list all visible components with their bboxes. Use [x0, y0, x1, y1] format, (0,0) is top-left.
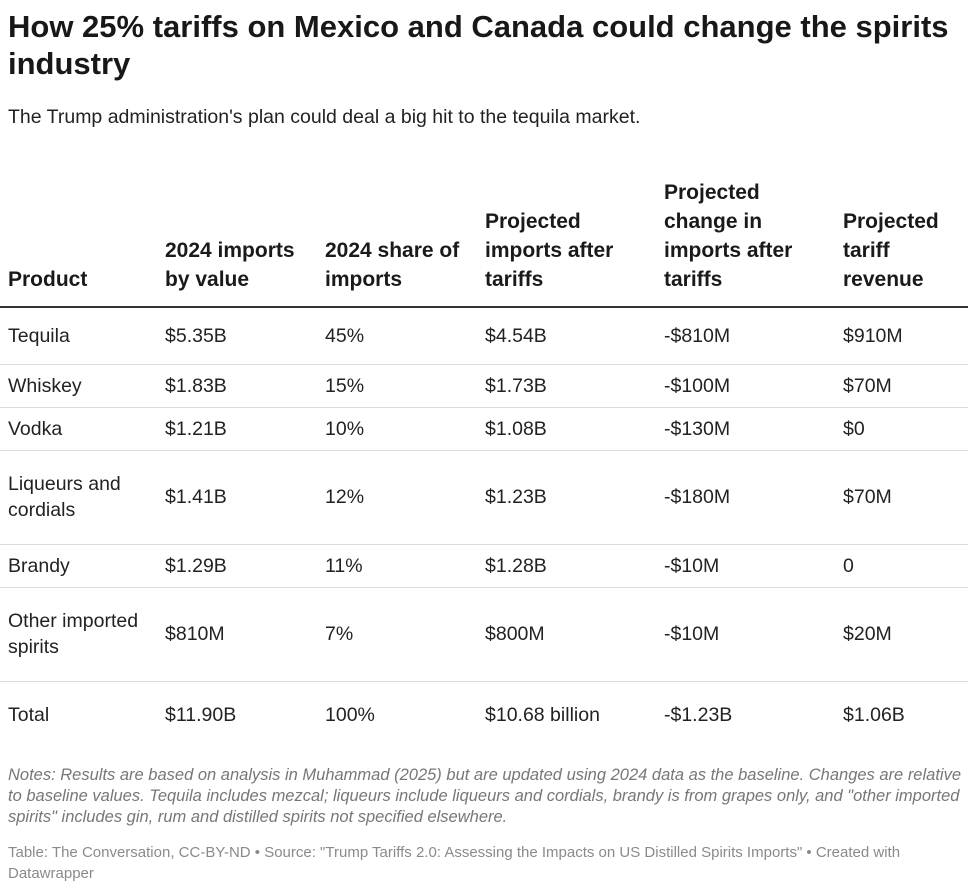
- column-header: 2024 imports by value: [165, 239, 295, 291]
- table-cell: -$10M: [664, 554, 720, 577]
- table-cell: 10%: [325, 417, 365, 440]
- row-label: Tequila: [8, 324, 70, 347]
- table-cell: -$130M: [664, 417, 731, 440]
- chart-notes: Notes: Results are based on analysis in …: [8, 766, 962, 826]
- data-table: Product 2024 imports by value 2024 share o…: [0, 168, 968, 749]
- column-header: Projected change in imports after tariff…: [664, 181, 793, 291]
- column-header: 2024 share of imports: [325, 239, 460, 291]
- table-row: Vodka $1.21B 10% $1.08B -$130M $0: [0, 407, 968, 450]
- row-label: Other imported spirits: [8, 610, 139, 658]
- table-cell: $70M: [843, 374, 892, 397]
- table-cell: $1.23B: [485, 486, 547, 508]
- table-row: Liqueurs and cordials $1.41B 12% $1.23B -$18…: [0, 450, 968, 544]
- table-cell: -$100M: [664, 374, 731, 397]
- table-cell: $1.21B: [165, 417, 227, 440]
- table-cell: $1.28B: [485, 554, 547, 577]
- table-cell: $910M: [843, 324, 903, 347]
- table-cell: -$180M: [664, 486, 731, 508]
- table-cell: $1.73B: [485, 374, 547, 397]
- table-cell: $20M: [843, 623, 892, 645]
- column-header: Projected tariff revenue: [843, 210, 939, 291]
- table-cell: 45%: [325, 324, 365, 347]
- table-cell: $1.06B: [843, 704, 905, 727]
- row-label: Vodka: [8, 417, 63, 440]
- table-row: Total $11.90B 100% $10.68 billion -$1.23B $1.…: [0, 681, 968, 749]
- table-header-row: Product 2024 imports by value 2024 share o…: [0, 168, 968, 307]
- table-cell: $10.68 billion: [485, 704, 600, 727]
- row-label: Liqueurs and cordials: [8, 473, 121, 521]
- table-cell: $70M: [843, 486, 892, 508]
- table-cell: $1.29B: [165, 554, 227, 577]
- row-label: Total: [8, 704, 50, 727]
- table-cell: $1.83B: [165, 374, 227, 397]
- column-header: Projected imports after tariffs: [485, 210, 614, 291]
- table-cell: -$1.23B: [664, 704, 733, 727]
- table-cell: $11.90B: [165, 704, 237, 727]
- table-row: Other imported spirits $810M 7% $800M -$10M $…: [0, 587, 968, 681]
- table-row: Whiskey $1.83B 15% $1.73B -$100M $70M: [0, 364, 968, 407]
- table-cell: 0: [843, 554, 854, 577]
- table-cell: 100%: [325, 704, 375, 727]
- table-cell: $4.54B: [485, 324, 547, 347]
- row-label: Whiskey: [8, 374, 82, 397]
- column-header: Product: [8, 268, 88, 291]
- table-body: Tequila $5.35B 45% $4.54B -$810M $910M Whiskey…: [0, 307, 968, 749]
- table-cell: $5.35B: [165, 324, 227, 347]
- table-cell: -$10M: [664, 623, 720, 645]
- table-cell: $810M: [165, 623, 225, 645]
- table-cell: 7%: [325, 623, 354, 645]
- table-cell: 12%: [325, 486, 365, 508]
- table-cell: $800M: [485, 623, 545, 645]
- table-cell: $1.41B: [165, 486, 227, 508]
- chart-source: Table: The Conversation, CC-BY-ND • Sour…: [8, 844, 901, 882]
- chart-subtitle: The Trump administration's plan could de…: [8, 106, 641, 128]
- row-label: Brandy: [8, 554, 70, 577]
- table-row: Brandy $1.29B 11% $1.28B -$10M 0: [0, 544, 968, 587]
- table-row: Tequila $5.35B 45% $4.54B -$810M $910M: [0, 307, 968, 364]
- table-cell: $0: [843, 417, 865, 440]
- table-cell: 15%: [325, 374, 365, 397]
- chart-title: How 25% tariffs on Mexico and Canada cou…: [8, 9, 949, 81]
- table-cell: -$810M: [664, 324, 731, 347]
- table-cell: $1.08B: [485, 417, 547, 440]
- table-cell: 11%: [325, 554, 363, 577]
